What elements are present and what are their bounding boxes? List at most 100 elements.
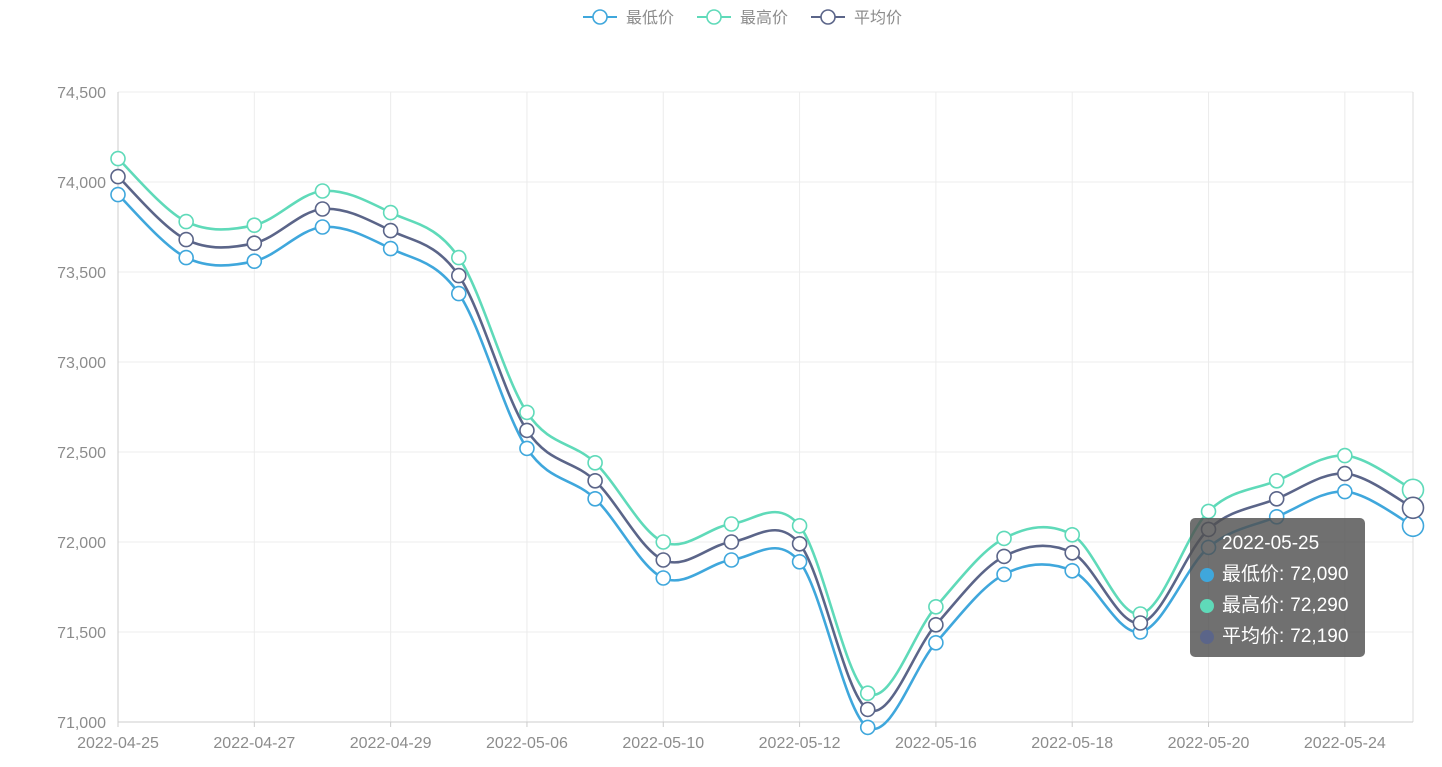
data-point[interactable] xyxy=(314,183,331,199)
data-point[interactable] xyxy=(1337,483,1353,500)
data-point[interactable] xyxy=(246,235,263,251)
y-tick-label: 73,000 xyxy=(57,355,106,372)
series-lines xyxy=(117,157,1414,731)
data-point[interactable] xyxy=(246,217,263,233)
x-tick-label: 2022-05-16 xyxy=(895,735,977,752)
data-point[interactable] xyxy=(996,566,1012,583)
data-point[interactable] xyxy=(519,422,535,439)
data-point[interactable] xyxy=(859,701,876,718)
tooltip: 2022-05-25 最低价: 72,090 最高价: 72,290 平均价: … xyxy=(1190,518,1365,657)
tooltip-row: 平均价: 72,190 xyxy=(1200,621,1355,652)
data-point[interactable] xyxy=(246,253,263,270)
data-point[interactable] xyxy=(1268,472,1285,489)
data-point[interactable] xyxy=(587,472,603,489)
data-point[interactable] xyxy=(314,201,331,217)
tooltip-date-spacer xyxy=(1200,537,1214,551)
data-point[interactable] xyxy=(178,231,194,248)
data-point[interactable] xyxy=(382,222,399,239)
data-point[interactable] xyxy=(928,616,944,633)
tooltip-colon: : xyxy=(1279,594,1285,616)
data-point[interactable] xyxy=(314,219,331,235)
tooltip-dot-icon xyxy=(1200,598,1214,613)
data-point[interactable] xyxy=(382,240,399,257)
series-line-3 xyxy=(117,175,1414,713)
data-point[interactable] xyxy=(996,530,1012,547)
x-tick-label: 2022-05-10 xyxy=(622,735,704,752)
data-point[interactable] xyxy=(655,534,672,550)
x-tick-label: 2022-05-24 xyxy=(1304,735,1386,752)
data-point[interactable] xyxy=(723,516,740,532)
data-point[interactable] xyxy=(791,553,808,570)
legend-circle-icon xyxy=(592,9,608,25)
data-point[interactable] xyxy=(655,552,672,568)
tooltip-row: 最低价: 72,090 xyxy=(1200,559,1355,590)
data-point[interactable] xyxy=(110,150,126,167)
data-point[interactable] xyxy=(587,454,603,471)
data-point[interactable] xyxy=(723,534,740,550)
data-point[interactable] xyxy=(450,285,467,302)
data-point[interactable] xyxy=(859,719,876,736)
data-point[interactable] xyxy=(1064,526,1081,543)
data-point[interactable] xyxy=(382,204,399,221)
data-point[interactable] xyxy=(110,186,126,203)
data-point[interactable] xyxy=(1064,544,1081,561)
tooltip-row: 最高价: 72,290 xyxy=(1200,590,1355,621)
data-point[interactable] xyxy=(791,517,808,534)
axes: 71,000 71,500 72,000 72,500 73,000 73,500 74,0… xyxy=(57,85,1413,752)
data-point[interactable] xyxy=(1064,562,1081,579)
data-point[interactable] xyxy=(587,490,603,507)
tooltip-series-name: 最高价 xyxy=(1222,594,1280,616)
data-point[interactable] xyxy=(110,168,126,185)
x-tick-label: 2022-04-29 xyxy=(350,735,432,752)
legend-item-3[interactable]: 平均价 xyxy=(811,9,902,27)
y-tick-label: 73,500 xyxy=(57,265,106,282)
data-point[interactable] xyxy=(996,548,1012,565)
data-point[interactable] xyxy=(1337,447,1353,464)
data-point[interactable] xyxy=(450,267,467,284)
data-point[interactable] xyxy=(1132,615,1149,631)
data-point[interactable] xyxy=(1200,503,1217,520)
tooltip-series-value: 72,190 xyxy=(1290,625,1349,647)
legend-item-2[interactable]: 最高价 xyxy=(697,9,788,27)
data-point[interactable] xyxy=(791,535,808,552)
data-point[interactable] xyxy=(859,685,876,702)
x-tick-label: 2022-04-27 xyxy=(213,735,295,752)
x-tick-label: 2022-05-20 xyxy=(1168,735,1250,752)
data-point[interactable] xyxy=(519,404,535,421)
legend-item-1[interactable]: 最低价 xyxy=(583,9,674,27)
legend-circle-icon xyxy=(706,9,722,25)
tooltip-colon: : xyxy=(1279,625,1285,647)
y-tick-label: 72,500 xyxy=(57,445,106,462)
data-point[interactable] xyxy=(1337,465,1353,482)
data-point[interactable] xyxy=(178,213,194,230)
tooltip-dot-icon xyxy=(1200,629,1214,644)
series-points xyxy=(110,150,1425,736)
legend-label: 最高价 xyxy=(740,9,788,27)
series-line-1 xyxy=(117,193,1414,731)
tooltip-series-name: 最低价 xyxy=(1222,563,1280,585)
x-tick-label: 2022-05-06 xyxy=(486,735,568,752)
data-point[interactable] xyxy=(519,440,535,457)
legend-label: 平均价 xyxy=(854,9,902,27)
data-point[interactable] xyxy=(1268,490,1285,507)
y-tick-label: 74,500 xyxy=(57,85,106,102)
legend-label: 最低价 xyxy=(626,9,674,27)
tooltip-series-name: 平均价 xyxy=(1222,625,1280,647)
data-point[interactable] xyxy=(723,552,740,568)
data-point[interactable] xyxy=(178,249,194,266)
data-point[interactable] xyxy=(928,634,944,651)
y-tick-label: 74,000 xyxy=(57,175,106,192)
y-tick-label: 72,000 xyxy=(57,535,106,552)
data-point[interactable] xyxy=(1401,496,1425,520)
data-point[interactable] xyxy=(655,570,672,586)
tooltip-colon: : xyxy=(1279,563,1285,585)
data-point[interactable] xyxy=(928,598,944,615)
y-tick-label: 71,000 xyxy=(57,715,106,732)
x-tick-label: 2022-05-18 xyxy=(1031,735,1113,752)
x-tick-label: 2022-05-12 xyxy=(759,735,841,752)
legend[interactable]: 最低价 最高价 平均价 xyxy=(583,9,902,27)
data-point[interactable] xyxy=(450,249,467,266)
series-line-2 xyxy=(117,157,1414,697)
legend-circle-icon xyxy=(820,9,836,25)
